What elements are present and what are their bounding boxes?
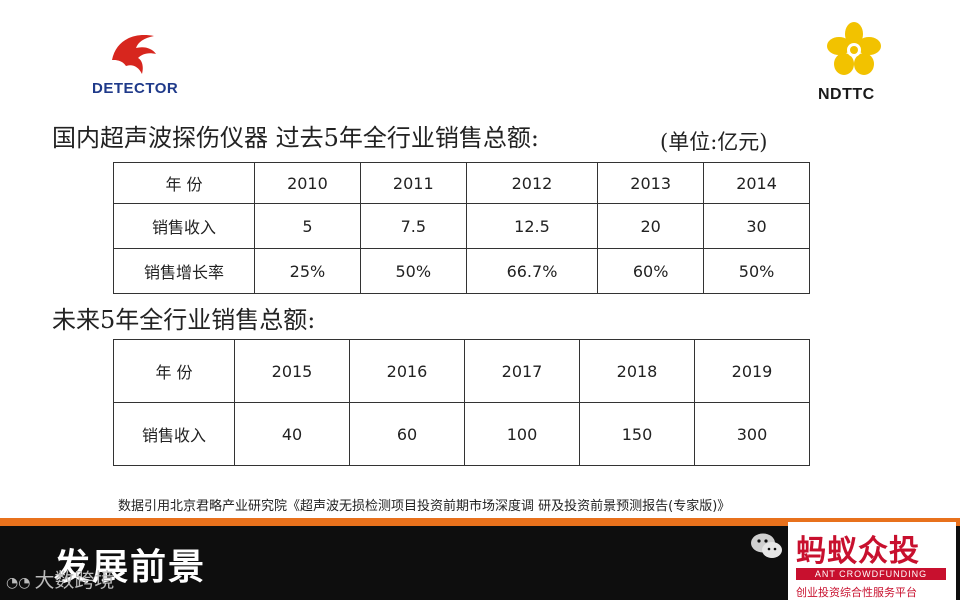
table-cell: 12.5 <box>465 203 599 249</box>
ndttc-logo: NDTTC <box>808 14 900 118</box>
header-cell: 2013 <box>597 162 705 204</box>
header-cell: 年 份 <box>113 339 235 403</box>
unit-label: (单位:亿元) <box>660 130 768 154</box>
watermark-english: ANT CROWDFUNDING <box>796 568 946 580</box>
row-label: 销售增长率 <box>113 248 255 294</box>
table-cell: 100 <box>464 402 580 466</box>
table-cell: 150 <box>579 402 695 466</box>
table-cell: 20 <box>597 203 705 249</box>
table-header-row: 年 份 2010 2011 2012 2013 2014 <box>113 162 810 204</box>
header-cell: 2011 <box>359 162 467 204</box>
past-sales-table: 年 份 2010 2011 2012 2013 2014 销售收入 5 7.5 … <box>113 162 810 294</box>
table-cell: 50% <box>359 248 467 294</box>
section1-title: 国内超声波探伤仪器 过去5年全行业销售总额: <box>52 124 539 152</box>
watermark-subtitle: 创业投资综合性服务平台 <box>796 586 917 599</box>
footer-title: 发展前景 <box>54 547 207 588</box>
row-label: 销售收入 <box>113 203 255 249</box>
detector-logo: DETECTOR <box>78 24 190 104</box>
table-row: 销售收入 5 7.5 12.5 20 30 <box>113 203 810 249</box>
table-row: 销售增长率 25% 50% 66.7% 60% 50% <box>113 248 810 294</box>
eye-icon: ◔◔ <box>6 575 31 591</box>
header-cell: 2016 <box>349 339 465 403</box>
table-cell: 66.7% <box>465 248 599 294</box>
flower-icon <box>827 22 881 75</box>
eagle-icon <box>112 35 156 74</box>
table-cell: 7.5 <box>359 203 467 249</box>
header-cell: 2014 <box>703 162 810 204</box>
table-cell: 30 <box>703 203 810 249</box>
watermark-bottom-left: ◔◔ 大数跨境 <box>6 564 114 593</box>
header-cell: 年 份 <box>113 162 255 204</box>
table-header-row: 年 份 2015 2016 2017 2018 2019 <box>113 339 810 403</box>
future-sales-table: 年 份 2015 2016 2017 2018 2019 销售收入 40 60 … <box>113 339 810 466</box>
table-cell: 60% <box>597 248 705 294</box>
table-row: 销售收入 40 60 100 150 300 <box>113 402 810 466</box>
watermark-bottom-left-text: 大数跨境 <box>34 568 115 592</box>
header-cell: 2017 <box>464 339 580 403</box>
source-note: 数据引用北京君略产业研究院《超声波无损检测项目投资前期市场深度调 研及投资前景预… <box>118 499 731 514</box>
table-cell: 5 <box>254 203 361 249</box>
header-cell: 2018 <box>579 339 695 403</box>
watermark-title: 蚂蚁众投 <box>796 534 920 569</box>
table-cell: 25% <box>254 248 361 294</box>
footer-accent-bar <box>0 518 960 526</box>
wechat-icon <box>751 533 782 558</box>
table-cell: 40 <box>234 402 350 466</box>
table-cell: 50% <box>703 248 810 294</box>
table-cell: 60 <box>349 402 465 466</box>
header-cell: 2019 <box>694 339 810 403</box>
header-cell: 2010 <box>254 162 361 204</box>
section2-title: 未来5年全行业销售总额: <box>52 306 316 334</box>
row-label: 销售收入 <box>113 402 235 466</box>
table-cell: 300 <box>694 402 810 466</box>
header-cell: 2012 <box>465 162 599 204</box>
header-cell: 2015 <box>234 339 350 403</box>
ndttc-brand-text: NDTTC <box>818 86 875 103</box>
detector-brand-text: DETECTOR <box>92 80 179 97</box>
watermark-logo: 蚂蚁众投 ANT CROWDFUNDING 创业投资综合性服务平台 <box>788 522 956 600</box>
